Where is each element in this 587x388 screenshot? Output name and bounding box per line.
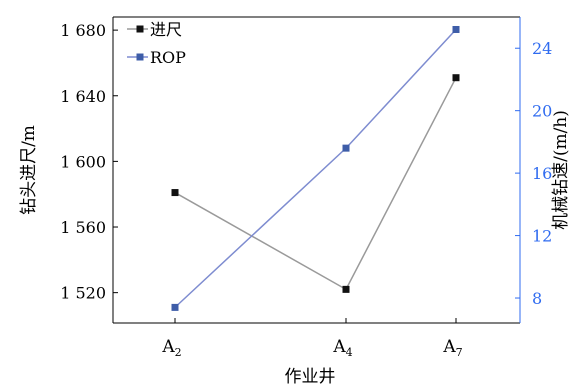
left-y-tick-label: 1 520 <box>60 284 106 303</box>
series-line-rop <box>174 28 457 308</box>
right-y-axis-label: 机械钻速/(m/h) <box>551 110 571 230</box>
series-point-footage <box>171 189 179 197</box>
x-axis-label: 作业井 <box>285 367 336 387</box>
legend-marker <box>136 25 144 33</box>
series-point-rop <box>342 144 350 152</box>
x-tick-label-main: A <box>442 337 456 357</box>
left-y-axis-label: 钻头进尺/m <box>19 125 39 215</box>
legend-label: ROP <box>150 48 186 67</box>
right-y-tick-label: 12 <box>532 227 552 246</box>
left-y-tick-label: 1 680 <box>60 21 106 40</box>
left-y-tick-label: 1 560 <box>60 218 106 237</box>
right-y-tick-label: 20 <box>532 102 552 121</box>
series-line-footage <box>174 77 457 291</box>
x-tick-label-subscript: 2 <box>175 346 182 359</box>
x-tick-label-A4: A4 <box>332 337 352 359</box>
x-tick-label-subscript: 7 <box>456 346 463 359</box>
x-tick-label-A7: A7 <box>442 337 462 359</box>
x-tick-label-main: A <box>332 337 346 357</box>
right-y-tick-label: 16 <box>532 164 552 183</box>
x-tick-label-main: A <box>161 337 175 357</box>
series-point-footage <box>342 285 350 293</box>
left-y-tick-label: 1 600 <box>60 152 106 171</box>
right-y-tick-label: 8 <box>532 289 542 308</box>
series-point-rop <box>452 25 460 33</box>
right-y-tick-label: 24 <box>532 39 552 58</box>
legend-marker <box>136 53 144 61</box>
left-y-tick-label: 1 640 <box>60 87 106 106</box>
x-tick-label-A2: A2 <box>161 337 181 359</box>
series-point-rop <box>171 303 179 311</box>
legend-label: 进尺 <box>150 20 182 39</box>
series-point-footage <box>452 74 460 82</box>
x-tick-label-subscript: 4 <box>346 346 353 359</box>
